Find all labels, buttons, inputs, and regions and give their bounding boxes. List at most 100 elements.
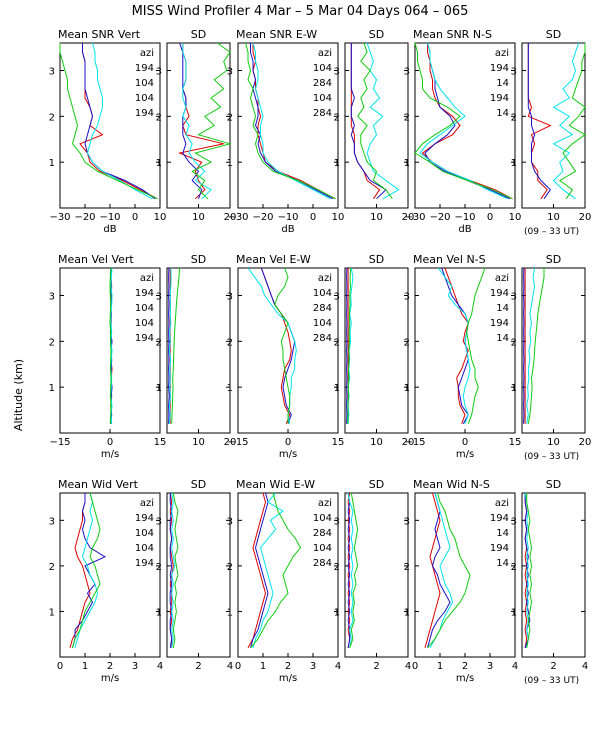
x-tick-label: −10 [454,212,475,223]
legend-entry: 194 [490,318,509,329]
x-tick-label: −30 [49,212,70,223]
legend-entry: 284 [313,78,332,89]
x-axis-label: m/s [101,673,119,684]
x-tick-label: 0 [107,437,113,448]
mean-series-red [424,492,441,649]
x-tick-label: −20 [429,212,450,223]
sd-series-cyan [552,42,580,200]
sd-y-tick-label: 3 [511,516,517,527]
y-tick-label: 2 [227,112,233,123]
sd-series-green [356,42,393,200]
figure-title: MISS Wind Profiler 4 Mar – 5 Mar 04 Days… [132,4,469,19]
sd-x-tick-label: 10 [192,212,205,223]
time-range-note: (09 – 33 UT) [524,227,579,237]
legend-entry: 194 [490,63,509,74]
x-tick-label: 1 [260,661,266,672]
x-tick-label: 10 [509,212,522,223]
y-tick-label: 1 [227,607,233,618]
legend-header: azi [495,48,509,59]
sd-series-blue [350,43,387,200]
x-tick-label: 2 [107,661,113,672]
sd-y-tick-label: 2 [334,337,340,348]
sd-x-tick-label: 4 [405,661,411,672]
x-axis-label: m/s [279,449,297,460]
mean-series-green [466,267,486,424]
sd-x-tick-label: 4 [227,661,233,672]
y-tick-label: 3 [49,292,55,303]
sd-x-tick-label: 20 [224,437,237,448]
y-tick-label: 1 [404,158,410,169]
legend-entry: 104 [135,93,154,104]
sd-x-tick-label: 10 [547,437,560,448]
panel-title: Mean SNR N-S [413,28,492,41]
legend-entry: 194 [135,558,154,569]
y-tick-label: 1 [227,158,233,169]
sd-x-tick-label: 2 [195,661,201,672]
sd-title: SD [191,478,206,491]
legend-entry: 194 [490,288,509,299]
legend-entry: 104 [135,528,154,539]
sd-x-tick-label: 4 [582,661,588,672]
time-range-note: (09 – 33 UT) [524,452,579,462]
y-tick-label: 2 [227,562,233,573]
panel-title: Mean Vel N-S [413,253,486,266]
sd-title: SD [369,253,384,266]
sd-title: SD [546,28,561,41]
sd-y-tick-label: 2 [334,112,340,123]
sd-y-tick-label: 1 [334,383,340,394]
legend-entry: 104 [135,543,154,554]
legend-entry: 14 [496,303,509,314]
mean-series-cyan [419,42,508,200]
legend-entry: 104 [135,78,154,89]
sd-y-tick-label: 2 [156,337,162,348]
sd-x-tick-label: 10 [370,437,383,448]
sd-y-tick-label: 3 [511,292,517,303]
legend-header: azi [140,48,154,59]
sd-series-green [349,492,359,649]
sd-x-tick-label: 10 [547,212,560,223]
sd-y-tick-label: 1 [334,158,340,169]
sd-y-tick-label: 1 [511,158,517,169]
sd-series-cyan [168,267,172,424]
x-tick-label: −10 [277,212,298,223]
sd-series-blue [169,493,173,648]
x-tick-label: −20 [74,212,95,223]
legend-entry: 104 [135,318,154,329]
x-tick-label: 1 [437,661,443,672]
sd-title: SD [546,253,561,266]
legend-entry: 104 [313,93,332,104]
y-tick-label: 2 [404,337,410,348]
x-tick-label: 15 [509,437,522,448]
y-tick-label: 3 [49,516,55,527]
x-axis-label: m/s [279,673,297,684]
legend-entry: 194 [135,63,154,74]
x-tick-label: 0 [462,437,468,448]
panel-snr-vert: Mean SNR Vert SD 1 1 2 2 3 3 −30 −20 −10 0 10 10 20 dB a… [49,28,237,235]
y-tick-label: 2 [227,337,233,348]
sd-series-green [191,42,232,200]
x-tick-label: 3 [487,661,493,672]
legend-entry: 194 [490,513,509,524]
x-axis-label: m/s [456,673,474,684]
x-tick-label: 0 [310,212,316,223]
panel-vel-ew: Mean Vel E-W SD1 12 23 3−15 0 15 10 20m/sazi1042… [227,253,415,460]
sd-y-tick-label: 2 [156,562,162,573]
y-tick-label: 3 [49,67,55,78]
legend-header: azi [140,273,154,284]
panel-title: Mean Vel Vert [58,253,134,266]
sd-series-red [169,492,174,648]
sd-series-blue [168,267,170,424]
sd-x-tick-label: 10 [370,212,383,223]
panel-vel-vert: Mean Vel Vert SD 1 1 2 2 3 3 −15 0 15 10 20 m/s azi 194… [49,253,237,460]
mean-series-green [250,492,302,649]
sd-y-tick-label: 1 [156,158,162,169]
y-tick-label: 3 [227,67,233,78]
mean-series-cyan [86,42,153,200]
x-tick-label: −10 [99,212,120,223]
sd-y-tick-label: 3 [156,516,162,527]
panel-snr-ns: Mean SNR N-S SD 1 1 2 2 3 3 −30 −20 −10 0 10 10 20 dB (0… [404,28,592,237]
x-tick-label: 10 [332,212,345,223]
sd-series-green [527,268,545,424]
sd-y-tick-label: 1 [334,607,340,618]
